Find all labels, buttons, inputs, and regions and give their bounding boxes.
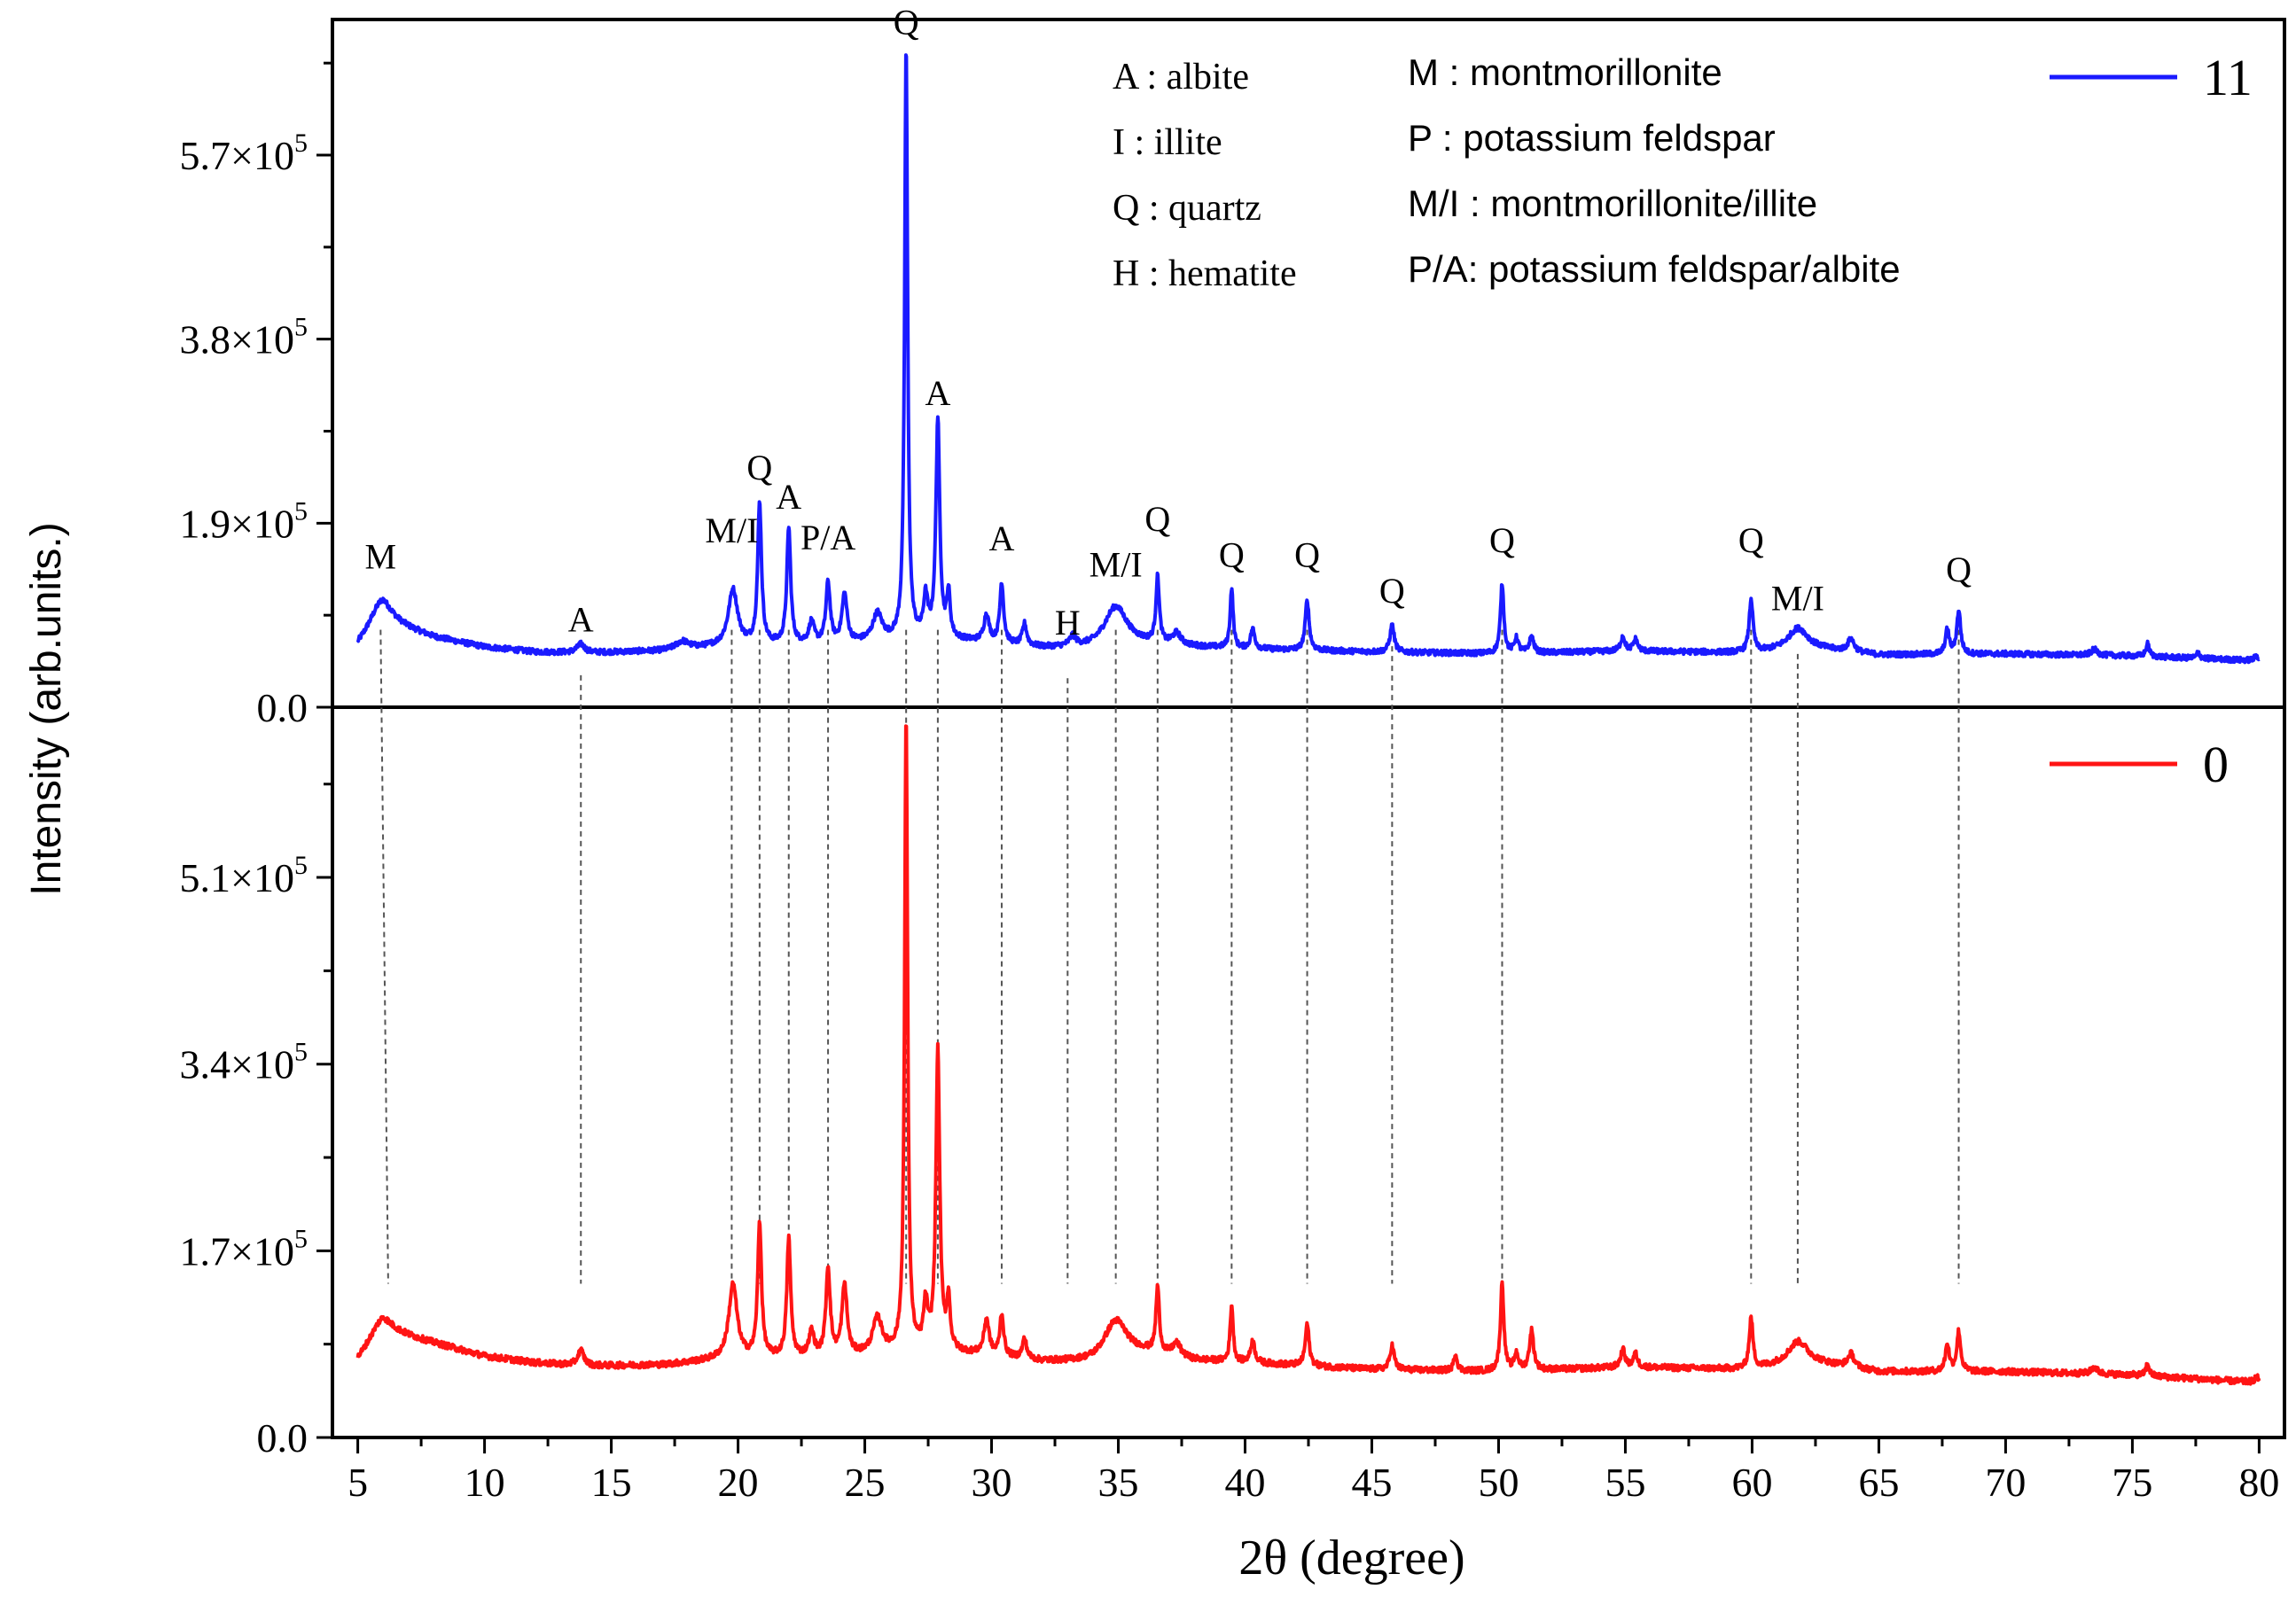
phase-key: A : albite I : illite Q : quartz H : hemati… (1113, 51, 1901, 294)
x-tick-label: 30 (972, 1460, 1012, 1505)
peak-label: M/I (705, 510, 758, 550)
peak-label: A (925, 373, 950, 413)
key-entry: P : potassium feldspar (1408, 117, 1776, 159)
x-tick-label: 50 (1478, 1460, 1519, 1505)
legend-label: 11 (2203, 49, 2253, 106)
peak-label: Q (1294, 535, 1320, 575)
peak-label: M/I (1771, 579, 1824, 619)
guide-line (379, 629, 389, 1284)
x-tick-label: 20 (718, 1460, 759, 1505)
key-entry: P/A: potassium feldspar/albite (1408, 248, 1901, 290)
x-tick-label: 60 (1731, 1460, 1772, 1505)
peak-label: Q (894, 2, 919, 42)
peak-label: Q (1219, 535, 1245, 575)
peak-label: Q (1738, 520, 1764, 560)
peak-label: Q (1379, 571, 1405, 611)
legend-label: 0 (2203, 736, 2229, 793)
x-tick-label: 40 (1225, 1460, 1266, 1505)
peak-label: Q (1489, 520, 1515, 560)
y-tick-label: 0.0 (257, 1415, 308, 1461)
x-tick-label: 65 (1858, 1460, 1899, 1505)
x-axis-title: 2θ (degree) (1238, 1531, 1464, 1586)
peak-label: A (989, 518, 1015, 558)
peak-label: Q (1946, 549, 1972, 589)
peak-label: Q (1144, 499, 1170, 539)
key-entry: I : illite (1113, 122, 1222, 163)
y-tick-label: 5.7×105 (180, 129, 308, 178)
key-entry: A : albite (1113, 57, 1249, 97)
peak-label: M/I (1089, 544, 1143, 584)
plot-border (331, 18, 2286, 1439)
y-axis-title: Intensity (arb.units.) (23, 522, 70, 896)
x-tick-label: 80 (2238, 1460, 2279, 1505)
series-lines (355, 53, 2261, 1386)
y-tick-label: 1.7×105 (180, 1224, 308, 1274)
y-tick-label: 5.1×105 (180, 851, 308, 900)
x-tick-label: 15 (591, 1460, 632, 1505)
y-tick-label: 1.9×105 (180, 496, 308, 546)
peak-label: H (1055, 603, 1081, 643)
peak-label: M (365, 537, 397, 577)
x-tick-label: 70 (1985, 1460, 2026, 1505)
x-tick-label: 55 (1605, 1460, 1645, 1505)
peak-label: A (776, 477, 801, 517)
x-tick-label: 75 (2112, 1460, 2152, 1505)
key-entry: H : hematite (1113, 253, 1297, 294)
y-tick-label: 0.0 (257, 685, 308, 730)
peak-label: P/A (800, 518, 855, 557)
series-line-11 (355, 53, 2261, 665)
x-tick-label: 35 (1098, 1460, 1139, 1505)
x-tick-label: 45 (1351, 1460, 1392, 1505)
y-tick-label: 3.4×105 (180, 1038, 308, 1087)
guide-lines (379, 629, 1960, 1284)
plot-frame (331, 18, 2286, 1439)
peak-label: Q (746, 448, 772, 487)
key-entry: M/I : montmorillonite/illite (1408, 183, 1817, 224)
peak-label: A (568, 600, 594, 640)
key-entry: Q : quartz (1113, 188, 1261, 229)
series-line-0 (355, 724, 2261, 1386)
x-tick-label: 25 (845, 1460, 886, 1505)
axis-ticks: 5 10 15 20 25 30 35 40 45 50 55 60 65 70 75 80 0.0 1.9×10… (180, 61, 2279, 1505)
x-tick-label: 5 (348, 1460, 368, 1505)
legend: 11 0 (2050, 49, 2253, 793)
x-tick-label: 10 (465, 1460, 505, 1505)
key-entry: M : montmorillonite (1408, 51, 1722, 93)
y-tick-label: 3.8×105 (180, 313, 308, 362)
